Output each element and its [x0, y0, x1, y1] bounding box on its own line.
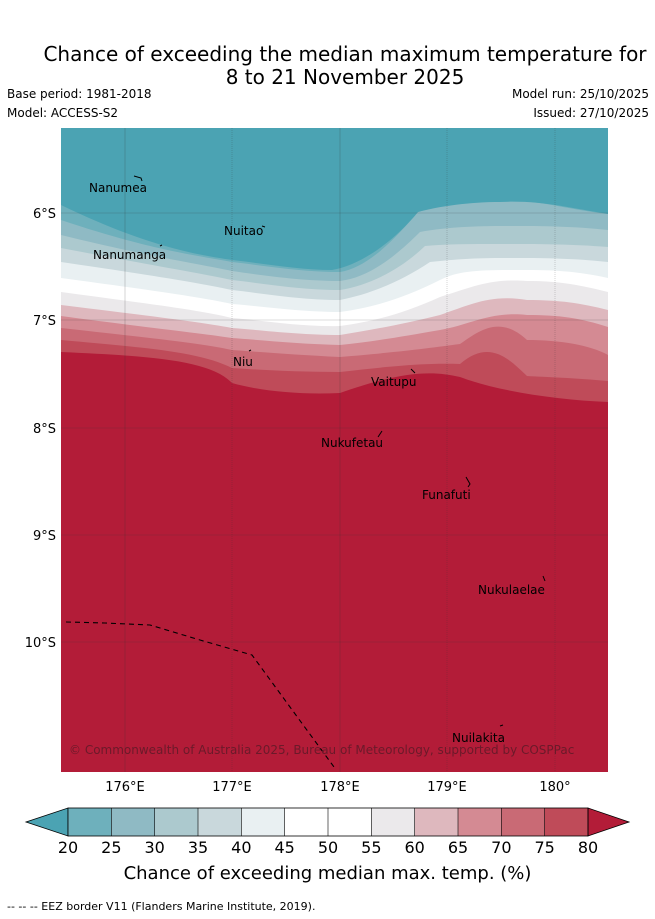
label-nanumanga: Nanumanga — [93, 248, 166, 262]
island-nuitao — [261, 225, 266, 228]
colorbar-segment — [284, 808, 328, 836]
colorbar-extend-low — [24, 807, 69, 837]
label-niu: Niu — [233, 355, 253, 369]
model-name: Model: ACCESS-S2 — [7, 106, 119, 120]
colorbar-tick-label: 65 — [447, 838, 469, 857]
band-20 — [61, 128, 608, 270]
colorbar-tick-label: 80 — [577, 838, 599, 857]
label-nuilakita: Nuilakita — [452, 731, 505, 745]
colorbar-title: Chance of exceeding median max. temp. (%… — [123, 863, 532, 884]
colorbar-tick-label: 40 — [231, 838, 252, 857]
colorbar-extend-high — [587, 807, 631, 837]
colorbar-tick-label: 35 — [187, 838, 209, 857]
lon-label-176: 176°E — [105, 780, 145, 795]
colorbar-segment — [501, 808, 545, 836]
island-nuilakita — [499, 724, 504, 727]
title-line-1: Chance of exceeding the median maximum t… — [43, 42, 647, 66]
label-nukufetau: Nukufetau — [321, 436, 383, 450]
colorbar-tick-label: 70 — [491, 838, 512, 857]
island-niu — [248, 349, 252, 352]
label-funafuti: Funafuti — [422, 488, 471, 502]
colorbar — [24, 807, 631, 837]
lon-label-179: 179°E — [427, 780, 467, 795]
eez-footnote: -- -- -- EEZ border V11 (Flanders Marine… — [7, 900, 316, 913]
islands — [133, 175, 546, 727]
eez-border — [65, 621, 335, 768]
colorbar-segment — [328, 808, 372, 836]
island-funafuti — [465, 476, 471, 488]
island-nanumea — [133, 175, 143, 182]
colorbar-tick-label: 60 — [404, 838, 425, 857]
colorbar-tick-label: 20 — [57, 838, 79, 857]
island-nanumanga — [159, 244, 163, 247]
lat-label-6s: 6°S — [33, 207, 56, 222]
lon-label-177: 177°E — [212, 780, 252, 795]
label-vaitupu: Vaitupu — [371, 375, 417, 389]
colorbar-segment — [111, 808, 155, 836]
island-vaitupu — [410, 368, 416, 374]
island-nukulaelae — [542, 575, 546, 582]
label-nukulaelae: Nukulaelae — [478, 583, 545, 597]
title-line-2: 8 to 21 November 2025 — [225, 65, 465, 89]
model-run: Model run: 25/10/2025 — [511, 87, 649, 101]
colorbar-segment — [458, 808, 502, 836]
colorbar-segment — [371, 808, 415, 836]
lat-label-10s: 10°S — [25, 636, 56, 651]
lat-label-8s: 8°S — [33, 422, 56, 437]
graticule — [61, 128, 608, 772]
colorbar-segment — [198, 808, 242, 836]
base-period: Base period: 1981-2018 — [7, 87, 152, 101]
colorbar-tick-label: 55 — [361, 838, 382, 857]
colorbar-segment — [414, 808, 458, 836]
lon-label-180: 180° — [539, 780, 570, 795]
colorbar-tick-label: 50 — [317, 838, 339, 857]
label-nanumea: Nanumea — [89, 181, 147, 195]
lon-label-178: 178°E — [320, 780, 360, 795]
lat-label-9s: 9°S — [33, 529, 56, 544]
colorbar-segment — [544, 808, 588, 836]
issued-date: Issued: 27/10/2025 — [533, 106, 649, 120]
lat-label-7s: 7°S — [33, 314, 56, 329]
label-nuitao: Nuitao — [224, 224, 263, 238]
island-nukufetau — [377, 430, 383, 438]
colorbar-tick-label: 25 — [101, 838, 122, 857]
colorbar-tick-label: 30 — [144, 838, 165, 857]
copyright: © Commonwealth of Australia 2025, Bureau… — [69, 743, 574, 757]
colorbar-tick-label: 75 — [534, 838, 555, 857]
colorbar-segment — [68, 808, 112, 836]
colorbar-segment — [241, 808, 285, 836]
colorbar-segment — [154, 808, 198, 836]
colorbar-tick-label: 45 — [274, 838, 295, 857]
